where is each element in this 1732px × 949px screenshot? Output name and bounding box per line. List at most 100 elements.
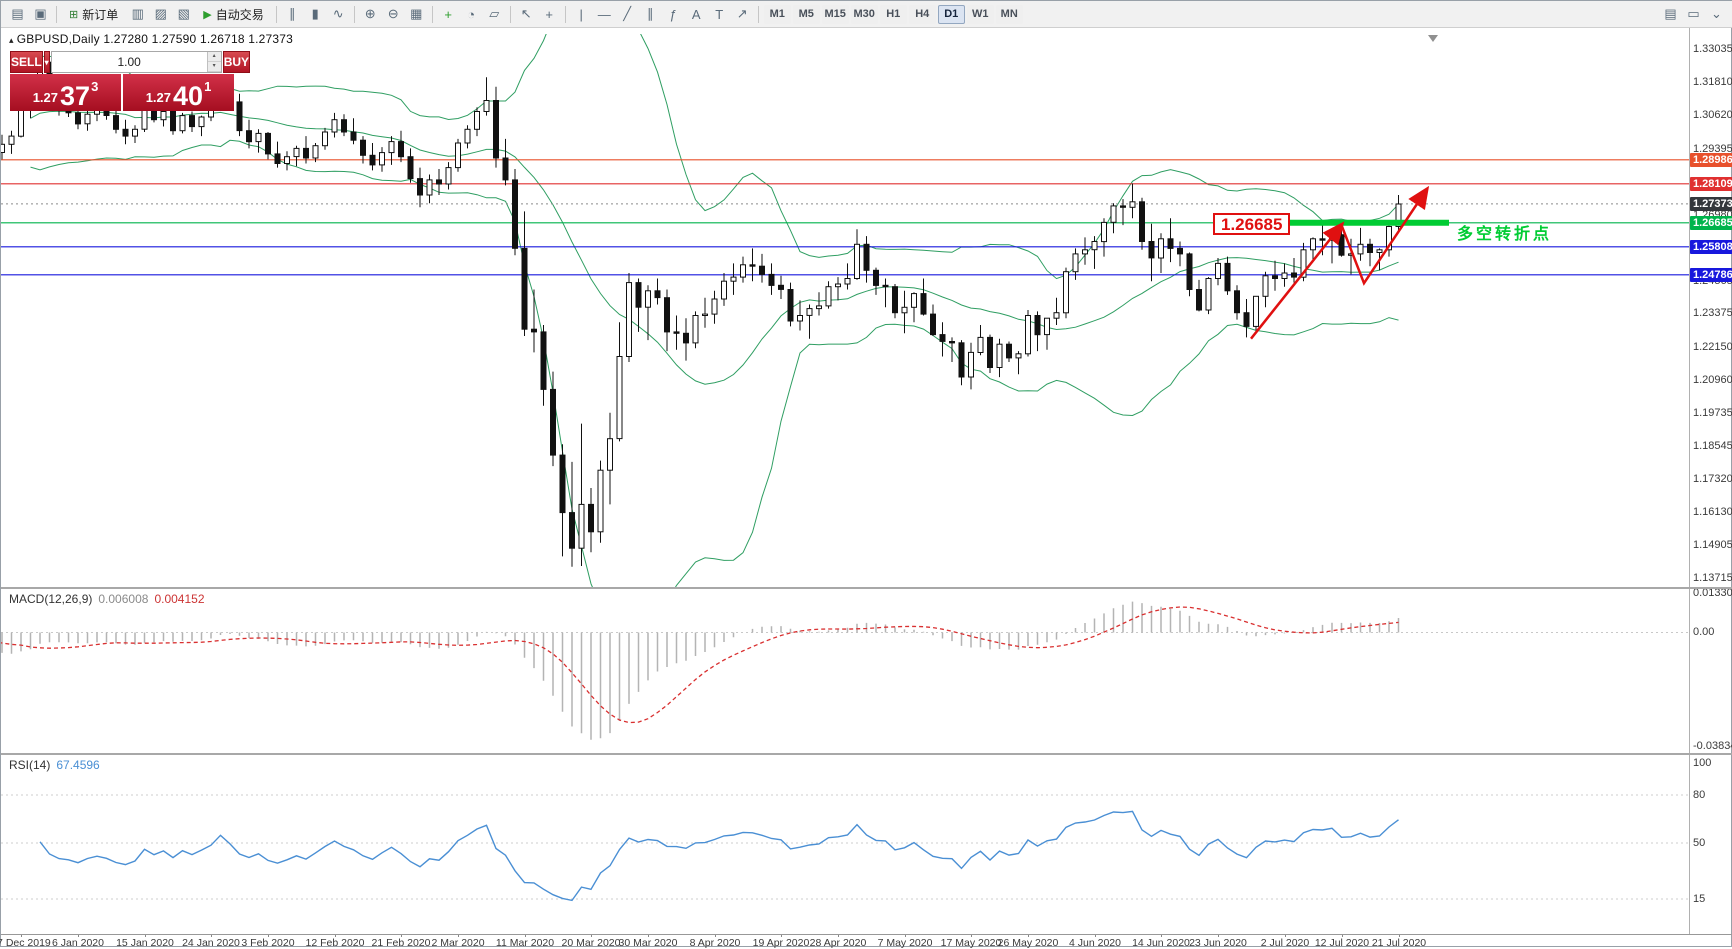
price-label: 1.31810: [1693, 76, 1732, 88]
price-callout-label: 1.26685: [1213, 213, 1291, 235]
price-label: 1.33035: [1693, 43, 1732, 55]
timeframe-w1[interactable]: W1: [966, 4, 994, 24]
toolbar-separator: [56, 5, 57, 23]
toolbar-separator: [509, 5, 511, 23]
date-tick: [458, 934, 459, 937]
data-window-icon[interactable]: ▨: [149, 4, 172, 25]
window-icon[interactable]: ▭: [1682, 4, 1705, 25]
line-chart-icon[interactable]: ∿: [327, 4, 350, 25]
new-chart-icon[interactable]: ▤: [6, 4, 29, 25]
date-label: 8 Apr 2020: [689, 937, 741, 949]
date-tick: [1218, 934, 1219, 937]
date-label: 4 Jun 2020: [1069, 937, 1121, 949]
volume-increase-button[interactable]: ▴: [207, 52, 221, 62]
price-label: 1.16130: [1693, 506, 1732, 518]
price-label: 1.17320: [1693, 473, 1732, 485]
sell-button[interactable]: SELL: [10, 51, 43, 73]
date-label: 19 Apr 2020: [752, 937, 810, 949]
main-chart[interactable]: [1, 34, 1689, 587]
candles: [1, 61, 1402, 549]
profiles-icon[interactable]: ▣: [29, 4, 52, 25]
new-order-button[interactable]: ⊞ 新订单: [61, 4, 126, 25]
timeframe-m15[interactable]: M15: [821, 4, 849, 24]
trend-arrow[interactable]: [1340, 185, 1430, 286]
order-type-dropdown[interactable]: ▾: [43, 51, 50, 73]
turning-point-label: 多空转折点: [1457, 226, 1553, 243]
toolbar-separator: [564, 5, 566, 23]
rsi-title: RSI(14): [9, 758, 51, 772]
date-label: 23 Jun 2020: [1189, 937, 1247, 949]
crosshair-icon[interactable]: +: [538, 4, 561, 25]
timeframe-d1[interactable]: D1: [937, 4, 965, 24]
price-label: 1.29395: [1693, 143, 1732, 155]
trend-arrow[interactable]: [1250, 221, 1345, 340]
timeframe-h4[interactable]: H4: [908, 4, 936, 24]
toolbar-overflow-icon[interactable]: ⌄: [1705, 4, 1728, 25]
auto-trading-button[interactable]: ▶ 自动交易: [195, 4, 271, 25]
tile-windows-icon[interactable]: ▦: [405, 4, 428, 25]
sell-price[interactable]: 1.27 37 3: [10, 74, 121, 111]
arrows-icon[interactable]: ↗: [731, 4, 754, 25]
rsi-value: 67.4596: [56, 758, 100, 772]
pane-separator[interactable]: [1, 587, 1732, 589]
date-label: 24 Jan 2020: [182, 937, 240, 949]
bar-chart-icon[interactable]: ∥: [281, 4, 304, 25]
pane-separator[interactable]: [1, 753, 1732, 755]
periods-icon[interactable]: ◔: [460, 4, 483, 25]
rsi-axis-label: 80: [1693, 789, 1706, 801]
macd-value: 0.006008: [98, 592, 149, 606]
time-axis-separator: [1, 934, 1732, 935]
channel-icon[interactable]: ∥: [639, 4, 662, 25]
volume-input[interactable]: [51, 52, 207, 72]
zoom-out-icon[interactable]: ⊖: [382, 4, 405, 25]
rsi-axis-label: 15: [1693, 893, 1706, 905]
timeframe-m1[interactable]: M1: [763, 4, 791, 24]
buy-button[interactable]: BUY: [222, 51, 251, 73]
buy-price[interactable]: 1.27 40 1: [123, 74, 234, 111]
candlestick-chart-icon[interactable]: ▮: [304, 4, 327, 25]
timeframe-m5[interactable]: M5: [792, 4, 820, 24]
date-tick: [715, 934, 716, 937]
volume-field: ▴ ▾: [50, 51, 222, 73]
market-watch-icon[interactable]: ▥: [126, 4, 149, 25]
vertical-line-icon[interactable]: |: [570, 4, 593, 25]
date-tick: [145, 934, 146, 937]
label-icon[interactable]: T: [708, 4, 731, 25]
chart-properties-icon[interactable]: ▤: [1659, 4, 1682, 25]
macd-panel-chart[interactable]: [1, 589, 1689, 753]
price-label: 1.22150: [1693, 341, 1732, 353]
timeframe-h1[interactable]: H1: [879, 4, 907, 24]
rsi-panel-chart[interactable]: [1, 755, 1689, 934]
horizontal-line-icon[interactable]: —: [593, 4, 616, 25]
date-label: 26 May 2020: [997, 937, 1059, 949]
date-label: 14 Jun 2020: [1132, 937, 1190, 949]
new-order-button-label: 新订单: [82, 7, 119, 22]
templates-icon[interactable]: ▱: [483, 4, 506, 25]
rsi-header: RSI(14) 67.4596: [9, 758, 100, 772]
cursor-icon[interactable]: ↖: [515, 4, 538, 25]
date-label: 2 Mar 2020: [431, 937, 485, 949]
toolbar-separator: [757, 5, 759, 23]
toolbar-separator: [275, 5, 277, 23]
timeframe-mn[interactable]: MN: [995, 4, 1023, 24]
date-tick: [971, 934, 972, 937]
date-tick: [1285, 934, 1286, 937]
date-tick: [211, 934, 212, 937]
date-tick: [78, 934, 79, 937]
volume-decrease-button[interactable]: ▾: [207, 62, 221, 72]
macd-title: MACD(12,26,9): [9, 592, 93, 606]
zoom-in-icon[interactable]: ⊕: [359, 4, 382, 25]
date-label: 7 May 2020: [877, 937, 933, 949]
trendline-icon[interactable]: ╱: [616, 4, 639, 25]
chart-shift-marker[interactable]: [1428, 35, 1438, 42]
timeframe-m30[interactable]: M30: [850, 4, 878, 24]
fibonacci-icon[interactable]: ƒ: [662, 4, 685, 25]
add-indicator-icon[interactable]: +: [437, 4, 460, 25]
collapse-icon[interactable]: ▴: [9, 35, 14, 45]
navigator-icon[interactable]: ▧: [172, 4, 195, 25]
text-icon[interactable]: A: [685, 4, 708, 25]
toolbar-right-group: ▤ ▭ ⌄: [1659, 4, 1728, 25]
candle-wicks: [1, 58, 1399, 567]
